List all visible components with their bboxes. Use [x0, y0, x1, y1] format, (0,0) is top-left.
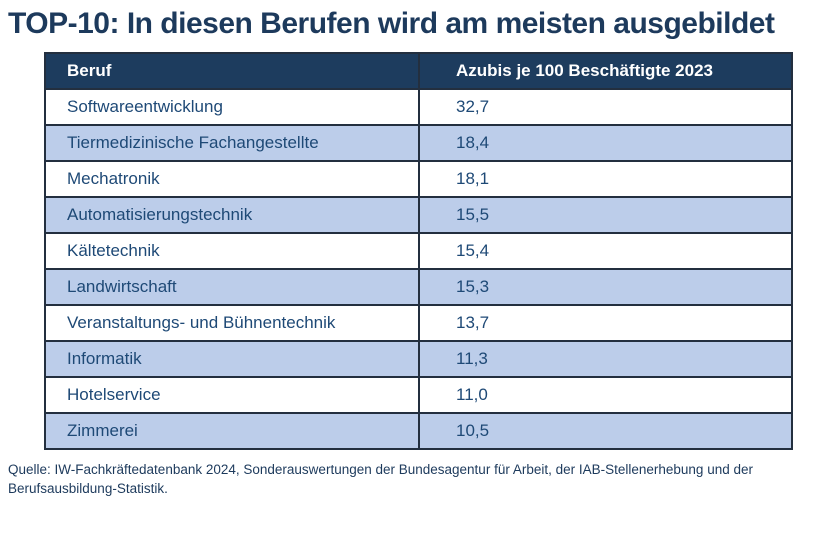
source-note: Quelle: IW-Fachkräftedatenbank 2024, Son… — [8, 462, 753, 496]
cell-value: 18,1 — [418, 160, 793, 198]
column-header-beruf: Beruf — [44, 52, 420, 90]
cell-value: 11,3 — [418, 340, 793, 378]
cell-beruf: Zimmerei — [44, 412, 420, 450]
cell-beruf: Kältetechnik — [44, 232, 420, 270]
table-header-row: Beruf Azubis je 100 Beschäftigte 2023 — [44, 52, 793, 90]
table-row: Hotelservice 11,0 — [44, 376, 793, 414]
cell-value: 10,5 — [418, 412, 793, 450]
cell-beruf: Hotelservice — [44, 376, 420, 414]
cell-value: 15,3 — [418, 268, 793, 306]
cell-value: 18,4 — [418, 124, 793, 162]
table-row: Automatisierungstechnik 15,5 — [44, 196, 793, 234]
table-row: Softwareentwicklung 32,7 — [44, 88, 793, 126]
cell-beruf: Softwareentwicklung — [44, 88, 420, 126]
table-row: Mechatronik 18,1 — [44, 160, 793, 198]
cell-beruf: Mechatronik — [44, 160, 420, 198]
table-row: Kältetechnik 15,4 — [44, 232, 793, 270]
table-row: Landwirtschaft 15,3 — [44, 268, 793, 306]
cell-value: 15,4 — [418, 232, 793, 270]
cell-beruf: Veranstaltungs- und Bühnentechnik — [44, 304, 420, 342]
column-header-azubis: Azubis je 100 Beschäftigte 2023 — [418, 52, 793, 90]
top10-table: Beruf Azubis je 100 Beschäftigte 2023 So… — [44, 52, 793, 450]
cell-value: 11,0 — [418, 376, 793, 414]
cell-value: 13,7 — [418, 304, 793, 342]
table-row: Veranstaltungs- und Bühnentechnik 13,7 — [44, 304, 793, 342]
page-title: TOP-10: In diesen Berufen wird am meiste… — [8, 7, 775, 40]
cell-value: 32,7 — [418, 88, 793, 126]
cell-beruf: Tiermedizinische Fachangestellte — [44, 124, 420, 162]
table-row: Tiermedizinische Fachangestellte 18,4 — [44, 124, 793, 162]
cell-beruf: Informatik — [44, 340, 420, 378]
cell-value: 15,5 — [418, 196, 793, 234]
cell-beruf: Automatisierungstechnik — [44, 196, 420, 234]
cell-beruf: Landwirtschaft — [44, 268, 420, 306]
table-row: Zimmerei 10,5 — [44, 412, 793, 450]
table-row: Informatik 11,3 — [44, 340, 793, 378]
